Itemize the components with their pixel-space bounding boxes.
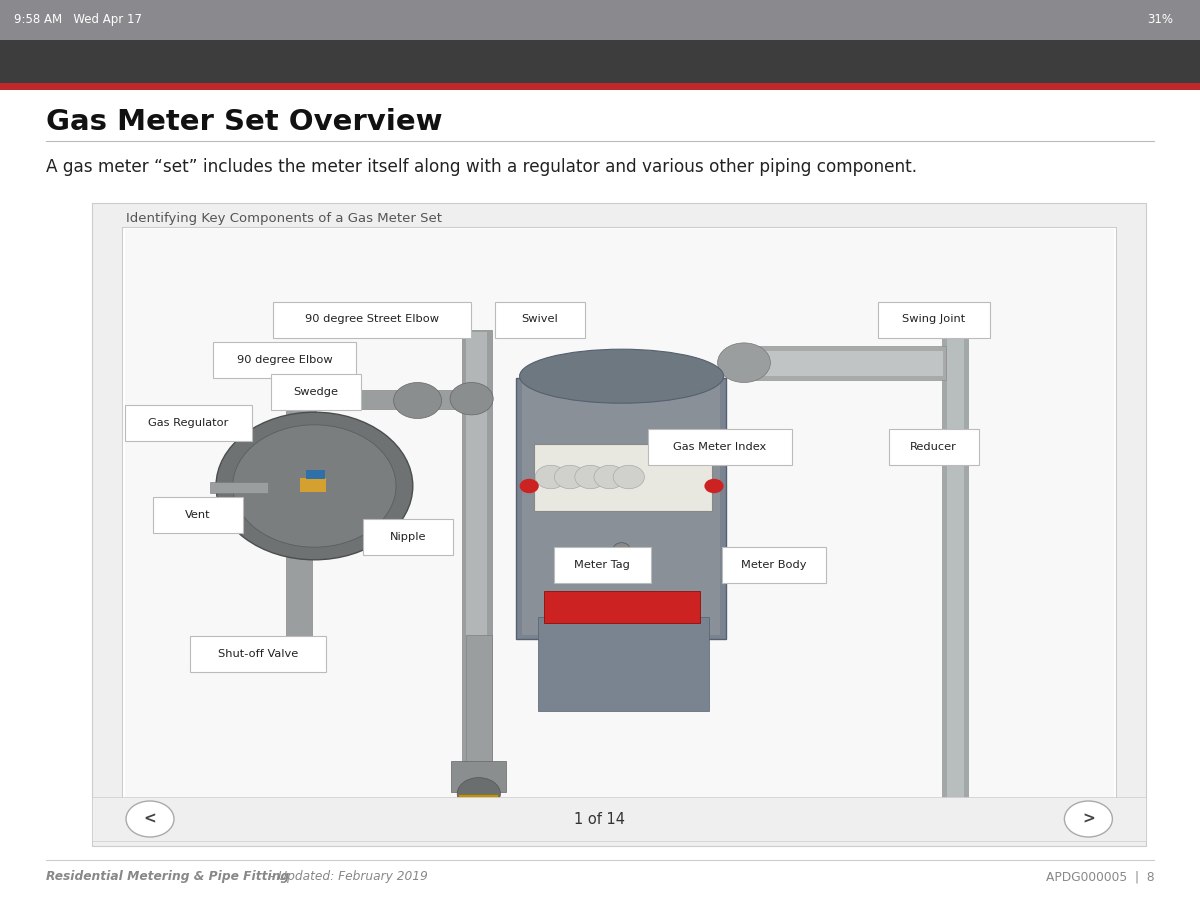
Circle shape bbox=[704, 479, 724, 493]
Circle shape bbox=[216, 412, 413, 560]
Bar bbox=[877, 302, 990, 338]
Bar bbox=[286, 410, 316, 432]
Bar bbox=[190, 636, 325, 672]
Text: 90 degree Street Elbow: 90 degree Street Elbow bbox=[305, 314, 439, 325]
Bar bbox=[554, 547, 650, 583]
Circle shape bbox=[394, 382, 442, 418]
Bar bbox=[154, 497, 242, 533]
Circle shape bbox=[613, 543, 630, 555]
Bar bbox=[306, 470, 325, 479]
Text: 31%: 31% bbox=[1147, 14, 1174, 26]
Bar bbox=[92, 797, 1146, 841]
Text: 90 degree Elbow: 90 degree Elbow bbox=[236, 355, 332, 365]
Circle shape bbox=[535, 465, 566, 489]
Bar bbox=[451, 760, 506, 792]
Bar bbox=[942, 333, 968, 801]
Bar bbox=[125, 405, 252, 441]
Text: Residential Metering & Pipe Fitting: Residential Metering & Pipe Fitting bbox=[46, 870, 289, 883]
Bar bbox=[648, 429, 792, 465]
Bar bbox=[210, 482, 268, 493]
Bar bbox=[538, 616, 709, 711]
Bar bbox=[466, 634, 492, 770]
Bar bbox=[122, 227, 1116, 821]
Text: 1 of 14: 1 of 14 bbox=[575, 812, 625, 826]
Bar bbox=[722, 547, 827, 583]
Bar bbox=[92, 202, 1146, 846]
Bar bbox=[496, 302, 586, 338]
Bar bbox=[458, 794, 498, 821]
Circle shape bbox=[594, 465, 625, 489]
Bar bbox=[271, 374, 361, 410]
Text: Vent: Vent bbox=[185, 509, 211, 520]
Text: Swivel: Swivel bbox=[522, 314, 558, 325]
Circle shape bbox=[575, 465, 606, 489]
Bar bbox=[522, 382, 720, 634]
Bar bbox=[744, 346, 946, 380]
Circle shape bbox=[233, 425, 396, 547]
Bar bbox=[212, 342, 356, 378]
Bar bbox=[534, 444, 712, 511]
Circle shape bbox=[457, 778, 500, 810]
Circle shape bbox=[1064, 801, 1112, 837]
Bar bbox=[462, 330, 492, 821]
Bar bbox=[0, 0, 1200, 40]
Bar bbox=[516, 378, 726, 639]
Circle shape bbox=[126, 801, 174, 837]
Circle shape bbox=[554, 465, 586, 489]
Text: Nipple: Nipple bbox=[390, 532, 426, 543]
Text: >: > bbox=[1082, 812, 1094, 826]
Text: APDG000005  |  8: APDG000005 | 8 bbox=[1045, 870, 1154, 883]
Bar bbox=[286, 531, 312, 644]
Bar bbox=[300, 478, 326, 492]
Bar bbox=[286, 390, 472, 410]
Bar bbox=[274, 302, 470, 338]
Text: Shut-off Valve: Shut-off Valve bbox=[218, 649, 298, 660]
Text: Swing Joint: Swing Joint bbox=[902, 314, 965, 325]
Text: Meter Body: Meter Body bbox=[742, 560, 806, 571]
Bar bbox=[125, 229, 1114, 819]
Ellipse shape bbox=[520, 349, 724, 403]
Text: Meter Tag: Meter Tag bbox=[575, 560, 630, 571]
Bar bbox=[888, 429, 979, 465]
Circle shape bbox=[520, 479, 539, 493]
Circle shape bbox=[718, 343, 770, 382]
Text: Gas Regulator: Gas Regulator bbox=[149, 418, 228, 428]
Text: <: < bbox=[144, 812, 156, 826]
Bar bbox=[0, 83, 1200, 90]
Text: 9:58 AM   Wed Apr 17: 9:58 AM Wed Apr 17 bbox=[14, 14, 143, 26]
Bar bbox=[544, 591, 700, 623]
Text: - Updated: February 2019: - Updated: February 2019 bbox=[266, 870, 428, 883]
Text: Identifying Key Components of a Gas Meter Set: Identifying Key Components of a Gas Mete… bbox=[126, 212, 442, 225]
Bar bbox=[0, 40, 1200, 83]
Text: Gas Meter Index: Gas Meter Index bbox=[673, 442, 767, 453]
Bar bbox=[466, 332, 487, 819]
Text: Gas Meter Set Overview: Gas Meter Set Overview bbox=[46, 107, 442, 136]
Circle shape bbox=[613, 465, 644, 489]
Text: Reducer: Reducer bbox=[910, 442, 958, 453]
Text: Swedge: Swedge bbox=[293, 386, 338, 397]
Circle shape bbox=[450, 382, 493, 415]
Bar bbox=[947, 335, 964, 799]
Bar bbox=[746, 351, 943, 376]
Bar bbox=[364, 519, 454, 555]
Text: A gas meter “set” includes the meter itself along with a regulator and various o: A gas meter “set” includes the meter its… bbox=[46, 158, 917, 176]
